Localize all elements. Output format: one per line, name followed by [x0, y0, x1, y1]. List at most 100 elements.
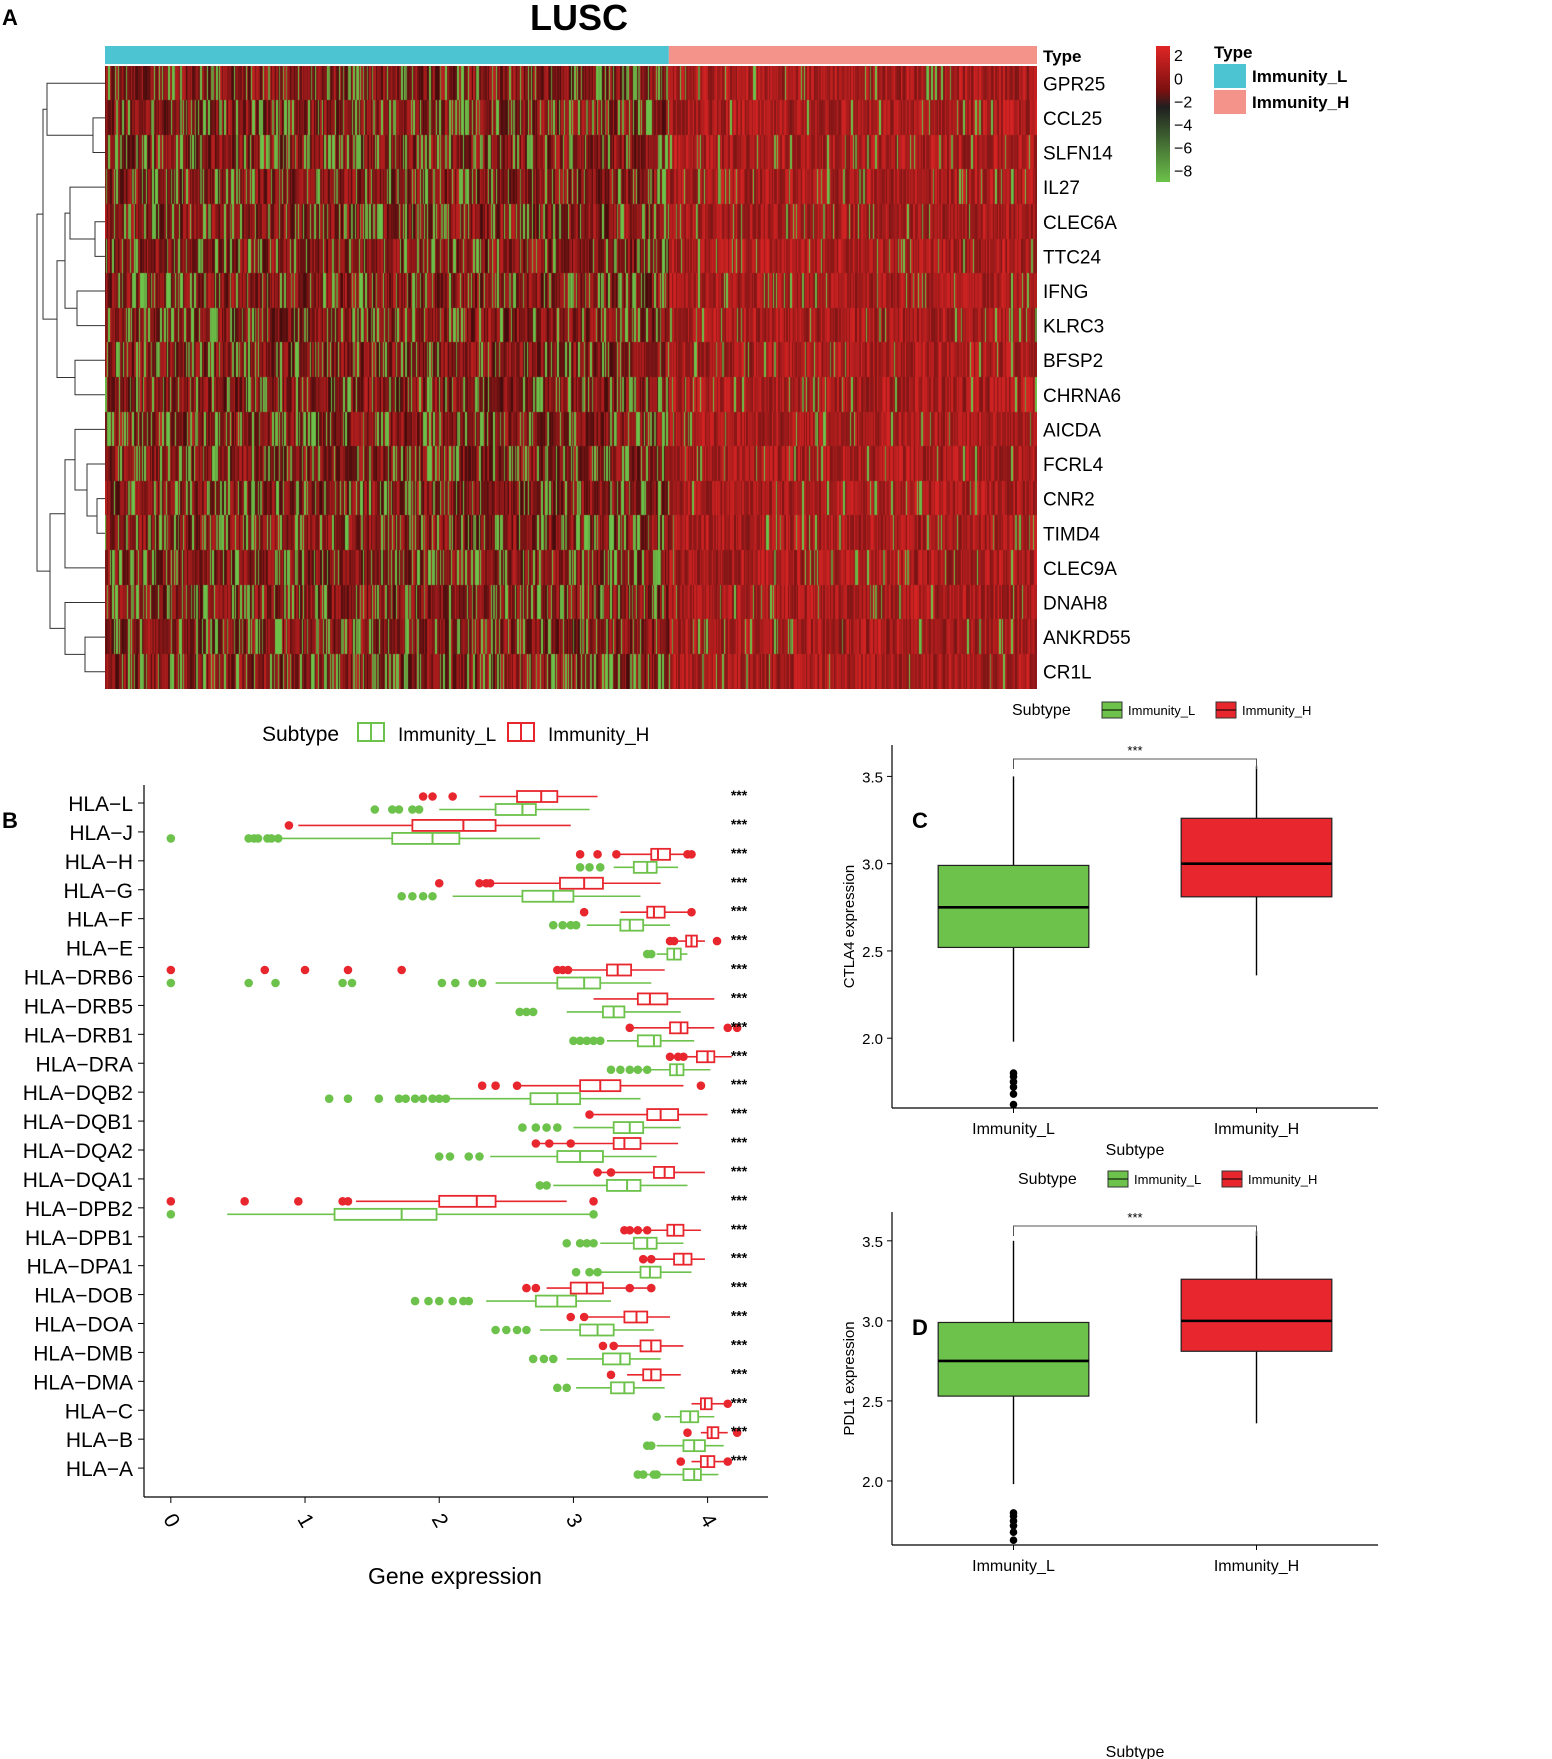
- outlier-point: [324, 1094, 334, 1103]
- x-tick-label: Immunity_H: [1214, 1121, 1299, 1138]
- panel-label-a: A: [2, 5, 18, 30]
- box: [491, 1323, 654, 1337]
- outlier-point: [569, 1036, 578, 1046]
- outlier-point: [428, 1094, 437, 1103]
- colorbar-tick: −4: [1174, 117, 1192, 134]
- heatmap-cells: [105, 66, 1037, 689]
- x-axis-title: Subtype: [1106, 1744, 1165, 1759]
- outlier-point: [502, 1325, 511, 1335]
- gene-label: HLA−B: [66, 1429, 133, 1452]
- outlier-point: [370, 805, 380, 814]
- box: [575, 847, 696, 861]
- box: [528, 1352, 661, 1366]
- panel-label-d: D: [912, 1315, 928, 1340]
- gene-label: HLA−DPB2: [25, 1198, 133, 1221]
- outlier-point: [528, 1007, 538, 1017]
- box-iqr: [610, 1381, 635, 1395]
- outlier-point: [166, 978, 176, 988]
- colorbar-tick: −6: [1174, 140, 1192, 157]
- box: [166, 1194, 598, 1208]
- outlier-point: [579, 907, 589, 917]
- y-tick-label: 2.0: [862, 1031, 883, 1048]
- outlier-point: [723, 1457, 733, 1466]
- legend-label: Immunity_H: [1248, 1172, 1317, 1187]
- colorbar-tick: −8: [1174, 163, 1192, 180]
- outlier-point: [166, 1210, 176, 1219]
- dendrogram-branch: [42, 108, 57, 320]
- outlier-point: [575, 1036, 585, 1046]
- box: [166, 1207, 598, 1221]
- outlier-point: [612, 850, 621, 859]
- outlier-point: [625, 1225, 635, 1235]
- outlier-point: [418, 792, 428, 801]
- significance-label: ***: [731, 961, 748, 977]
- outlier-point: [571, 1267, 581, 1277]
- outlier-point: [515, 1007, 525, 1017]
- box-iqr: [521, 889, 575, 903]
- box: [652, 1410, 715, 1424]
- box-iqr: [516, 790, 559, 803]
- box-iqr: [646, 1108, 679, 1121]
- outlier-point: [414, 805, 424, 814]
- outlier-point: [542, 1123, 551, 1132]
- outlier-point: [575, 850, 585, 859]
- outlier-point: [267, 834, 276, 843]
- dendrogram-branch: [69, 186, 105, 240]
- outlier-point: [428, 891, 437, 901]
- box-iqr: [650, 847, 671, 861]
- gene-label: HLA−DQA2: [23, 1140, 133, 1163]
- x-tick-label: Immunity_L: [972, 1558, 1055, 1575]
- box: [593, 992, 715, 1006]
- significance-label: ***: [731, 1365, 748, 1381]
- outlier-point: [410, 1296, 420, 1306]
- outlier-point: [253, 834, 263, 843]
- gene-row-label: AICDA: [1043, 420, 1101, 441]
- outlier-point: [410, 1094, 420, 1103]
- box: [571, 1265, 692, 1279]
- box: [166, 832, 540, 845]
- outlier-point: [595, 863, 605, 872]
- box-iqr: [411, 819, 497, 832]
- box: [397, 889, 641, 903]
- y-tick-label: 2.0: [862, 1474, 883, 1491]
- outlier-point: [723, 1399, 733, 1409]
- box-iqr: [937, 1321, 1090, 1397]
- y-tick-label: 2.5: [862, 1394, 883, 1411]
- box-iqr: [1180, 1278, 1333, 1352]
- legend-label: Immunity_L: [1134, 1172, 1201, 1187]
- outlier-point: [424, 1296, 433, 1306]
- box: [166, 976, 652, 990]
- box: [434, 876, 661, 890]
- outlier-point: [687, 907, 696, 917]
- outlier-point: [535, 1181, 545, 1190]
- gene-label: HLA−DRB5: [24, 995, 133, 1018]
- box: [593, 1166, 705, 1179]
- x-tick-label: 2: [427, 1510, 453, 1532]
- gene-row-label: TIMD4: [1043, 524, 1100, 545]
- legend-swatch: [1214, 90, 1246, 114]
- outlier-point: [1009, 1083, 1018, 1091]
- gene-row-label: DNAH8: [1043, 593, 1107, 614]
- box: [434, 1150, 657, 1163]
- outlier-point: [589, 1036, 598, 1046]
- significance-label: ***: [731, 1134, 748, 1150]
- outlier-point: [522, 1283, 531, 1293]
- outlier-point: [441, 1094, 451, 1103]
- dendrogram-branch: [64, 212, 77, 309]
- significance-label: ***: [731, 903, 748, 919]
- gene-label: HLA−H: [65, 851, 133, 874]
- box: [579, 905, 696, 919]
- heatmap-panel: LUSC Type GPR25 CCL25 SLFN14 IL27 CLEC6A TTC24 I…: [36, 0, 1349, 689]
- box: [410, 1294, 611, 1308]
- legend-label: Immunity_H: [1242, 703, 1311, 718]
- outlier-point: [544, 1139, 554, 1148]
- box-iqr: [646, 905, 666, 919]
- gene-label: HLA−DOB: [34, 1285, 133, 1308]
- box-iqr: [333, 1207, 438, 1221]
- significance-label: ***: [731, 932, 748, 948]
- outlier-point: [566, 1312, 576, 1322]
- y-tick-label: 3.5: [862, 769, 883, 786]
- box: [515, 1005, 681, 1019]
- gene-row-label: BFSP2: [1043, 351, 1103, 372]
- dendrogram-branch: [36, 213, 50, 572]
